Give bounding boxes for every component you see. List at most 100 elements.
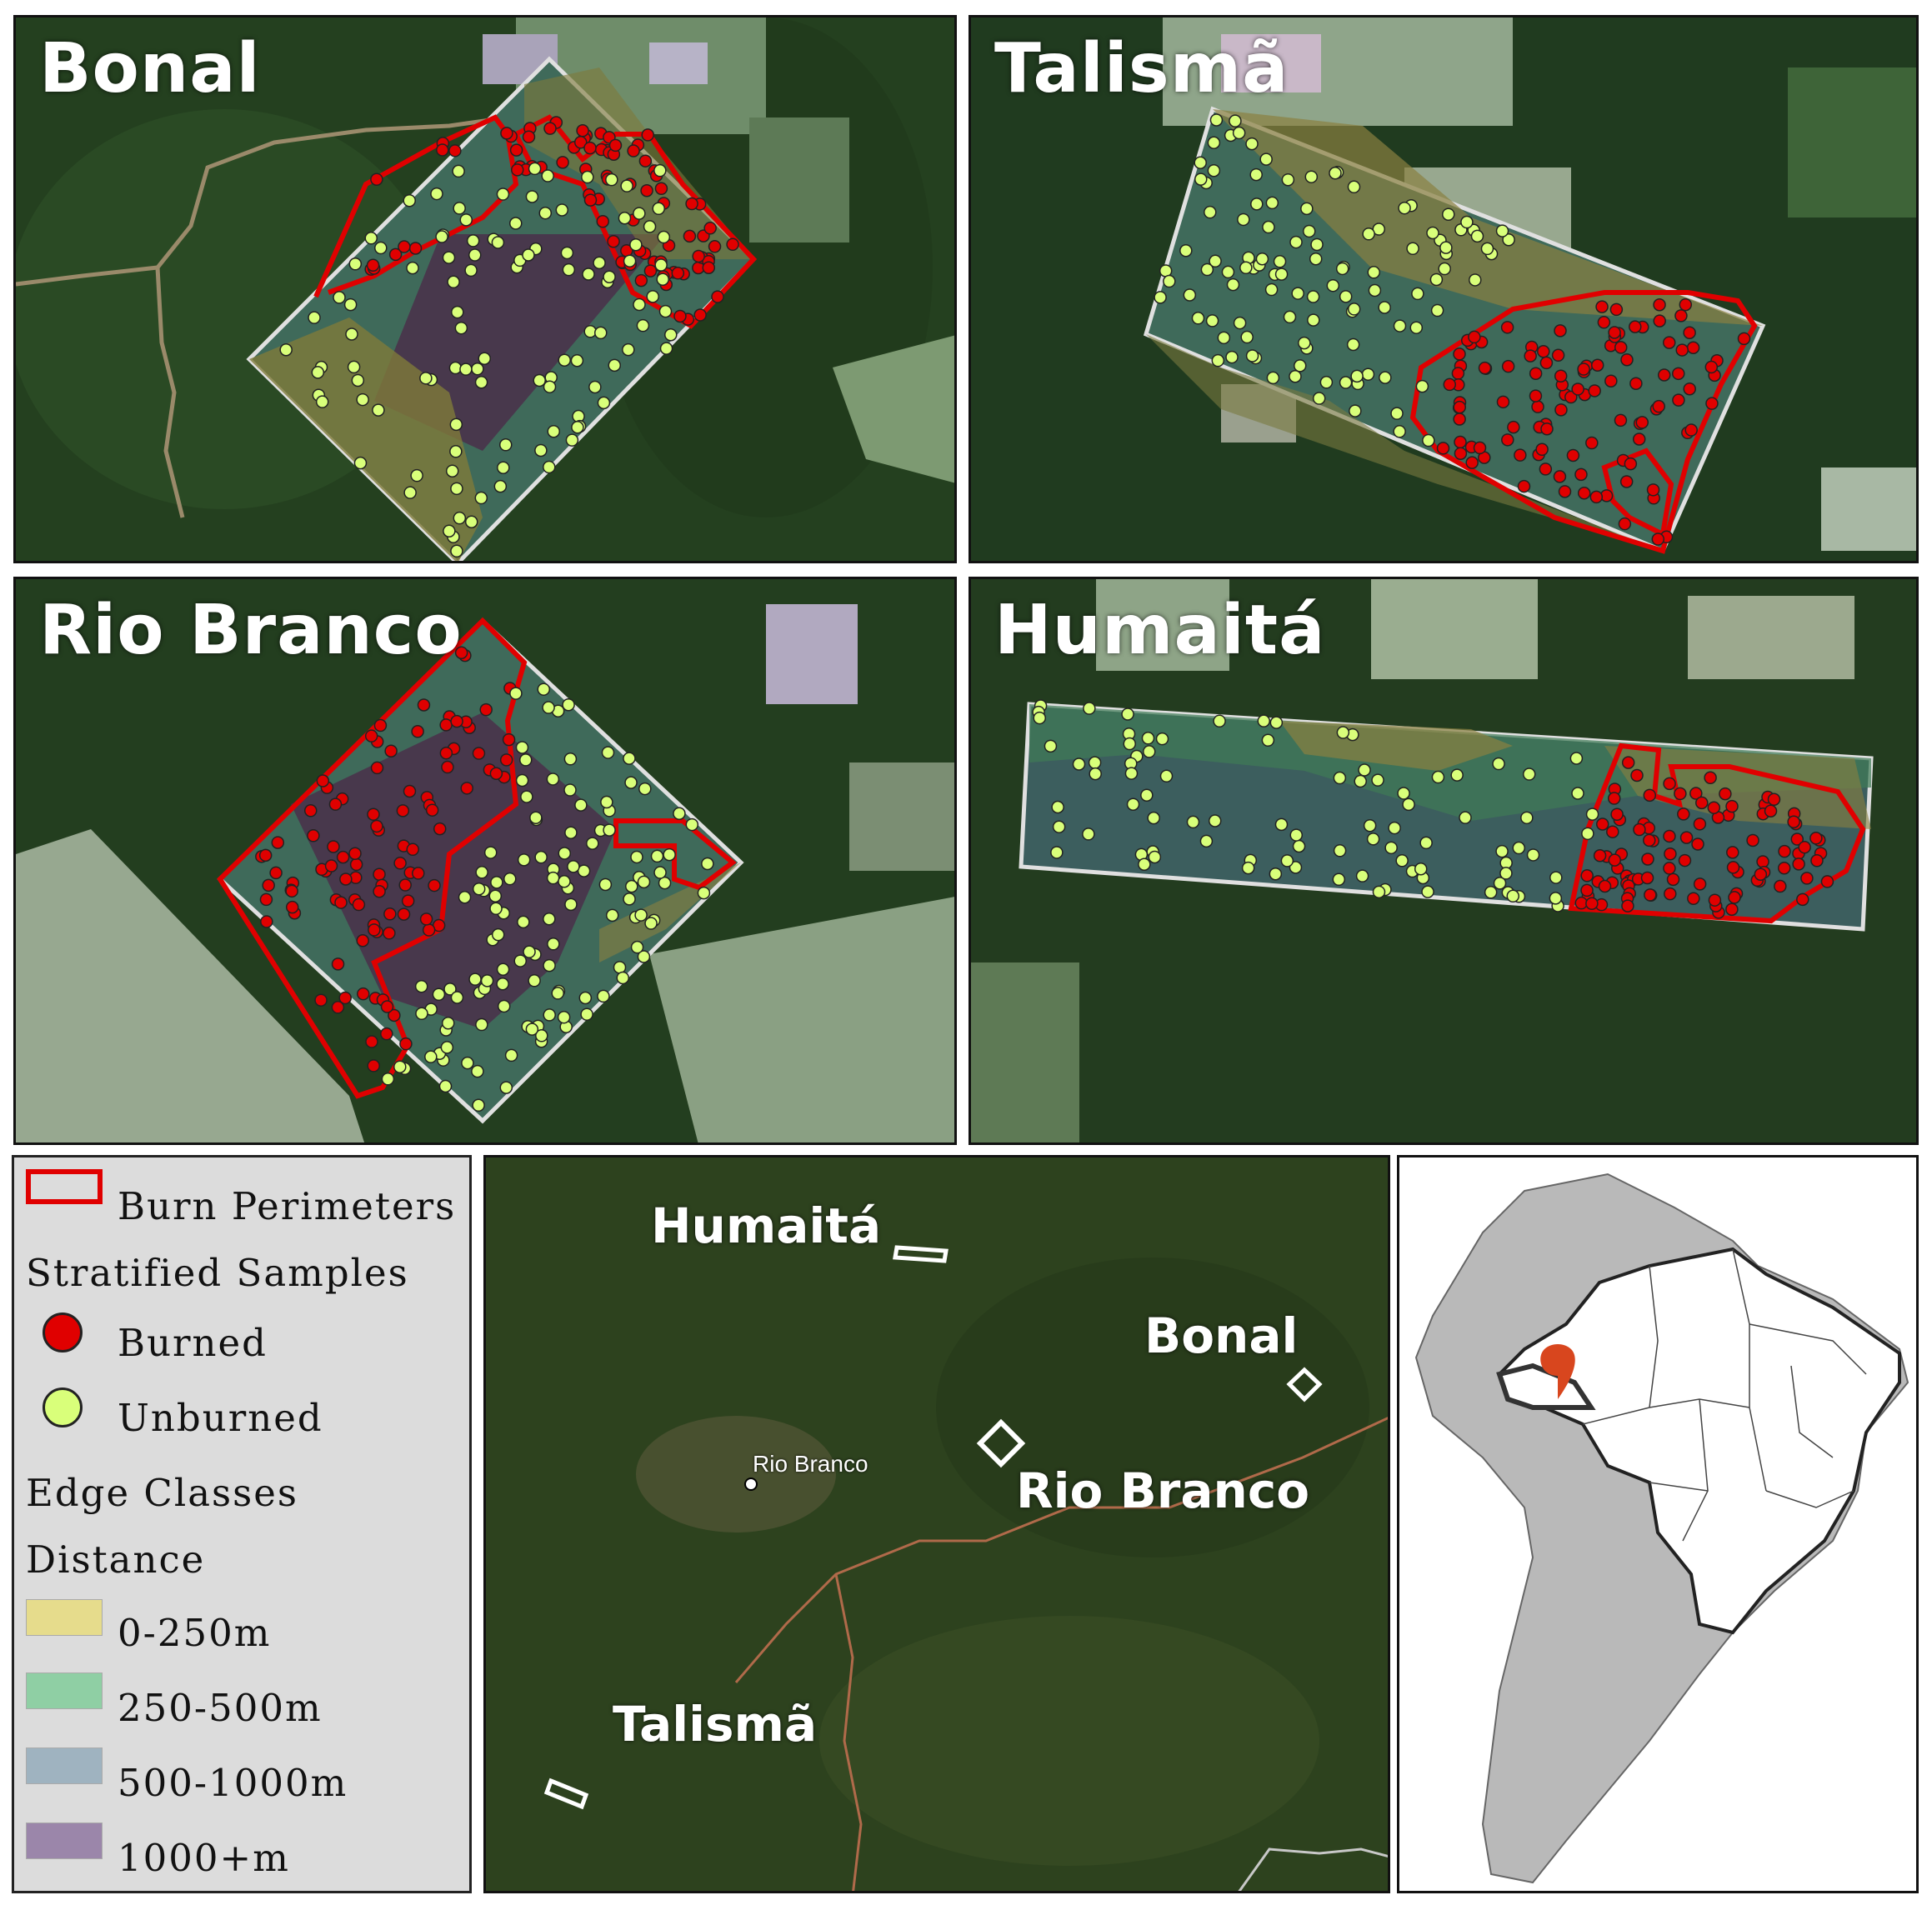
sample-point <box>339 872 353 886</box>
sample-point <box>1800 872 1814 885</box>
sample-point <box>452 164 465 178</box>
burn-perimeter-rio-branco <box>217 617 528 1099</box>
sample-point <box>1535 442 1549 457</box>
site-box-bonal <box>1286 1367 1323 1402</box>
sample-point <box>1756 855 1769 868</box>
sample-point <box>1597 316 1611 329</box>
sample-point <box>435 230 448 243</box>
sample-point <box>1333 844 1347 858</box>
sample-point <box>1307 313 1320 327</box>
sample-point <box>1398 201 1411 215</box>
sample-point <box>634 273 648 288</box>
sample-point <box>1652 399 1665 413</box>
talisma-unburned-samples <box>1154 113 1515 448</box>
sample-point <box>499 753 513 767</box>
sample-point <box>1419 836 1433 850</box>
sample-point <box>1088 756 1102 769</box>
sample-point <box>1501 359 1515 373</box>
sample-point <box>1726 846 1739 859</box>
sample-point <box>348 847 362 860</box>
sample-point <box>685 197 698 211</box>
panel-title-humaita: Humaitá <box>994 591 1326 670</box>
sample-point <box>1778 844 1791 858</box>
sample-point <box>393 857 407 870</box>
sample-point <box>534 443 548 458</box>
legend-distance: Distance <box>26 1538 206 1582</box>
sample-point <box>638 782 652 796</box>
sample-point <box>303 804 318 818</box>
sample-point <box>1291 287 1304 300</box>
sample-point <box>1501 433 1514 447</box>
sample-point <box>597 989 610 1003</box>
sample-point <box>1492 757 1505 771</box>
sample-point <box>1551 348 1565 362</box>
sample-point <box>1473 441 1487 455</box>
sample-point <box>528 974 541 988</box>
sample-point <box>1050 846 1064 859</box>
sample-point <box>1155 732 1169 746</box>
sample-point <box>656 272 669 286</box>
sample-point <box>439 718 453 732</box>
overview-map: Humaitá Bonal Rio Branco Talismã Rio Bra… <box>483 1155 1390 1893</box>
sample-point <box>633 207 646 220</box>
sample-point <box>560 246 574 260</box>
sample-point <box>314 993 328 1007</box>
sample-point <box>348 258 363 271</box>
rio-branco-map <box>16 579 954 1142</box>
sample-point <box>1564 390 1578 404</box>
sample-point <box>622 342 635 357</box>
sample-point <box>1514 448 1527 462</box>
sample-point <box>1379 371 1392 384</box>
sample-point <box>1754 868 1768 881</box>
sample-point <box>380 1000 394 1013</box>
sample-point <box>331 1001 345 1014</box>
sample-point <box>410 468 423 482</box>
sample-point <box>380 1027 393 1041</box>
legend-class-1: 250-500m <box>118 1686 323 1730</box>
sample-point <box>643 220 657 233</box>
sample-point <box>1493 877 1507 890</box>
sample-point <box>1179 243 1193 258</box>
sample-point <box>565 433 579 447</box>
sample-point <box>1683 382 1696 396</box>
sample-point <box>1705 397 1719 410</box>
overview-label-rio-branco: Rio Branco <box>1016 1462 1310 1519</box>
sample-point <box>1453 400 1466 414</box>
sample-point <box>620 179 633 192</box>
sample-point <box>562 262 576 277</box>
sample-point <box>558 874 571 888</box>
sample-point <box>271 836 285 849</box>
map-legend: Burn Perimeters Stratified Samples Burne… <box>12 1155 472 1893</box>
sample-point <box>543 1008 556 1022</box>
sample-point <box>327 840 340 853</box>
sample-point <box>1265 196 1279 210</box>
sample-point <box>508 217 523 230</box>
sample-point <box>711 290 724 303</box>
sample-point <box>1390 407 1404 420</box>
sample-point <box>412 867 425 880</box>
sample-point <box>1436 442 1450 455</box>
sample-point <box>1664 847 1677 861</box>
sample-point <box>1495 224 1509 238</box>
sample-point <box>1207 163 1221 178</box>
sample-point <box>1309 252 1323 266</box>
sample-point <box>388 248 403 262</box>
legend-class-3: 1000+m <box>118 1836 290 1880</box>
sample-point <box>414 979 428 993</box>
sample-point <box>403 784 417 798</box>
sample-point <box>1558 485 1572 498</box>
sample-point <box>493 479 508 493</box>
rio-branco-burned-samples <box>255 646 517 1072</box>
sample-point <box>515 741 529 754</box>
sample-point <box>1209 254 1222 268</box>
sample-point <box>1468 330 1481 344</box>
sample-point <box>262 878 275 892</box>
sample-point <box>578 991 593 1005</box>
sample-point <box>1349 404 1362 418</box>
sample-point <box>447 275 460 289</box>
sample-point <box>1273 255 1287 268</box>
sample-point <box>343 298 358 312</box>
sample-point <box>464 263 478 278</box>
sample-point <box>1588 384 1601 398</box>
sample-point <box>1643 788 1657 802</box>
